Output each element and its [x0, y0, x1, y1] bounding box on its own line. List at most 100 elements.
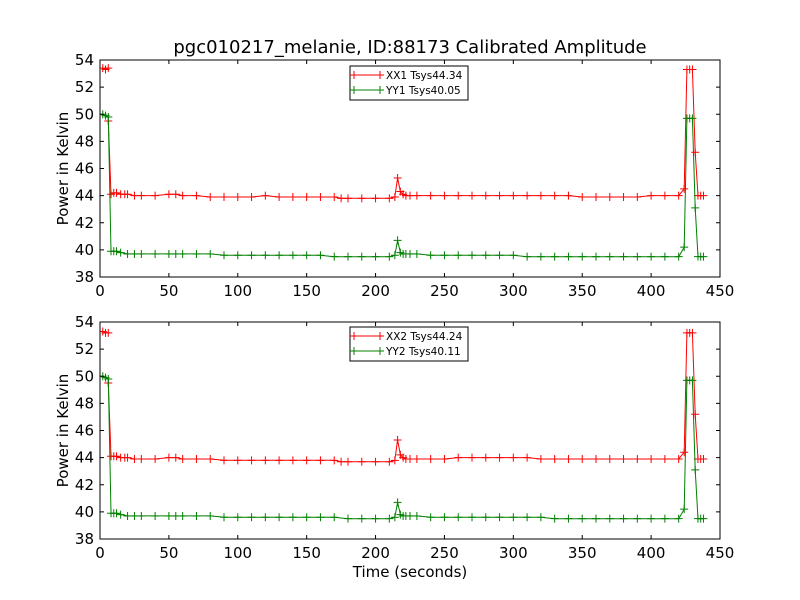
y-tick-label: 38: [75, 530, 94, 548]
data-point: [385, 457, 394, 466]
data-point: [699, 514, 708, 523]
legend-marker: [376, 86, 384, 94]
x-tick-label: 100: [223, 282, 252, 300]
data-point: [468, 513, 476, 522]
x-tick-label: 300: [499, 282, 528, 300]
y-tick-label: 44: [75, 449, 94, 467]
data-point: [357, 514, 366, 523]
data-point: [344, 252, 352, 261]
data-point: [261, 513, 270, 522]
data-point: [440, 513, 449, 522]
x-axis-label: Time (seconds): [352, 563, 468, 581]
data-point: [357, 457, 366, 466]
data-point: [647, 252, 656, 261]
data-point: [523, 453, 532, 462]
data-point: [390, 192, 399, 201]
data-point: [523, 252, 532, 261]
data-point: [619, 252, 628, 261]
legend-label: XX1 Tsys44.34: [386, 70, 463, 82]
data-point: [390, 251, 399, 260]
data-point: [550, 252, 559, 261]
data-point: [123, 190, 132, 199]
data-point: [220, 456, 228, 465]
data-point: [523, 513, 532, 522]
data-point: [330, 192, 339, 201]
legend-marker: [376, 71, 384, 79]
chart-title: pgc010217_melanie, ID:88173 Calibrated A…: [173, 37, 646, 58]
data-point: [509, 251, 518, 260]
legend: XX1 Tsys44.34 YY1 Tsys40.05: [349, 65, 469, 101]
data-point: [164, 190, 173, 199]
data-point: [247, 251, 256, 260]
data-point: [680, 448, 689, 457]
data-point: [674, 454, 683, 463]
data-point: [192, 249, 201, 258]
data-point: [393, 236, 402, 245]
data-point: [536, 252, 545, 261]
data-point: [137, 191, 146, 200]
x-tick-label: 250: [430, 282, 459, 300]
data-point: [495, 251, 504, 260]
data-point: [454, 453, 463, 462]
data-point: [605, 454, 614, 463]
x-tick-label: 350: [568, 282, 597, 300]
data-point: [220, 513, 228, 522]
data-point: [233, 513, 242, 522]
data-point: [633, 514, 642, 523]
data-point: [233, 251, 242, 260]
data-point: [316, 513, 325, 522]
data-point: [316, 456, 325, 465]
data-point: [130, 454, 139, 463]
data-point: [605, 514, 614, 523]
x-tick-label: 150: [292, 282, 321, 300]
data-point: [564, 454, 573, 463]
x-tick-label: 100: [223, 544, 252, 562]
data-point: [130, 249, 139, 258]
data-point: [123, 249, 132, 258]
data-point: [674, 191, 683, 200]
data-point: [393, 173, 402, 182]
data-point: [680, 243, 689, 252]
data-point: [171, 249, 180, 258]
y-tick-label: 44: [75, 187, 94, 205]
y-tick-label: 52: [75, 340, 94, 358]
series-2: [100, 372, 708, 523]
data-point: [578, 252, 587, 261]
series-1: [100, 327, 708, 466]
data-point: [454, 251, 463, 260]
data-point: [330, 252, 339, 261]
data-point: [550, 514, 559, 523]
x-tick-label: 450: [706, 282, 735, 300]
data-point: [330, 456, 339, 465]
data-point: [509, 453, 518, 462]
legend-label: YY2 Tsys40.11: [385, 346, 461, 358]
x-tick-label: 50: [159, 544, 178, 562]
data-point: [660, 454, 669, 463]
data-point: [550, 454, 559, 463]
data-point: [592, 252, 600, 261]
data-point: [178, 454, 187, 463]
data-point: [220, 192, 228, 201]
data-point: [316, 192, 325, 201]
data-point: [393, 435, 402, 444]
x-tick-label: 300: [499, 544, 528, 562]
data-point: [171, 453, 180, 462]
data-point: [680, 184, 689, 193]
data-point: [578, 192, 587, 201]
data-point: [275, 513, 284, 522]
data-point: [605, 192, 614, 201]
y-tick-label: 40: [75, 241, 94, 259]
data-point: [564, 252, 573, 261]
data-point: [509, 191, 518, 200]
data-point: [275, 251, 284, 260]
data-point: [233, 456, 242, 465]
y-tick-label: 42: [75, 476, 94, 494]
data-point: [564, 191, 573, 200]
data-point: [619, 454, 628, 463]
data-point: [412, 191, 421, 200]
panel-2: 0 50 100 150 200 250 300 350 400 450 38 40 42 44 46 48 5…: [54, 313, 734, 581]
data-point: [302, 456, 311, 465]
x-tick-label: 0: [95, 282, 105, 300]
data-point: [406, 249, 414, 258]
data-point: [261, 456, 270, 465]
